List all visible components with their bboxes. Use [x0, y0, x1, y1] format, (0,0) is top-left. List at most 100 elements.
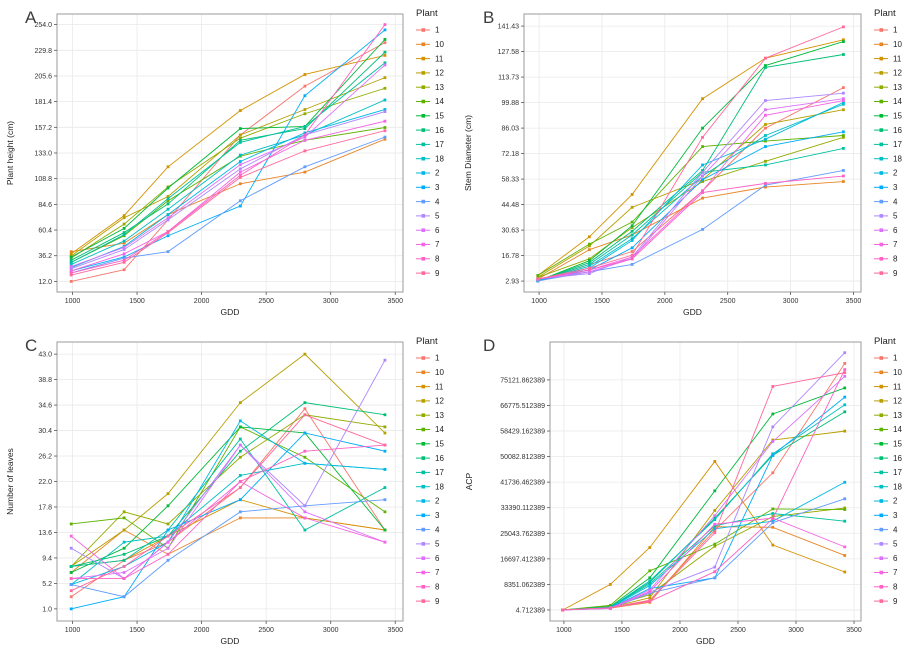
data-point-plant-9 — [122, 565, 126, 568]
data-point-plant-14 — [166, 199, 170, 203]
data-point-plant-17 — [69, 565, 73, 568]
legend-key-point — [421, 99, 426, 104]
y-tick-label: 9.4 — [42, 555, 52, 562]
y-tick-label: 16697.412389 — [500, 556, 545, 563]
legend-label-plant-18: 18 — [893, 482, 902, 491]
data-point-plant-13 — [648, 593, 652, 597]
data-point-plant-9 — [843, 371, 847, 375]
data-point-plant-13 — [587, 257, 591, 261]
panel-c: C 1.0 5.2 9.4 13.6 17.8 22.0 26.2 30.4 34.6 38.8 4… — [0, 328, 458, 657]
y-tick-label: 26.2 — [38, 454, 52, 461]
data-point-plant-9 — [713, 531, 717, 535]
y-tick-label: 12.0 — [38, 279, 52, 286]
data-point-plant-7 — [69, 534, 73, 538]
data-point-plant-8 — [383, 23, 387, 27]
data-point-plant-5 — [122, 248, 126, 251]
data-point-plant-5 — [843, 351, 847, 355]
data-point-plant-14 — [764, 139, 767, 143]
legend-label-plant-7: 7 — [893, 568, 898, 577]
x-tick-label: 2000 — [657, 298, 673, 305]
y-tick-label: 1.0 — [42, 606, 52, 613]
data-point-plant-17 — [630, 233, 634, 237]
data-point-plant-8 — [166, 552, 170, 556]
data-point-plant-18 — [122, 540, 126, 544]
y-tick-label: 16.78 — [501, 253, 519, 260]
data-point-plant-12 — [122, 528, 126, 532]
legend-label-plant-3: 3 — [893, 511, 898, 520]
legend-label-plant-8: 8 — [893, 255, 898, 264]
data-point-plant-17 — [841, 146, 845, 150]
data-point-plant-7 — [701, 189, 704, 193]
x-tick-label: 1000 — [65, 627, 81, 634]
data-point-plant-9 — [771, 385, 775, 388]
data-point-plant-15 — [648, 576, 652, 580]
legend-key-point — [421, 413, 426, 417]
legend-key-point — [421, 484, 426, 489]
data-point-plant-11 — [69, 252, 73, 256]
data-point-plant-7 — [713, 522, 717, 526]
data-point-plant-10 — [701, 196, 704, 200]
data-point-plant-15 — [764, 64, 767, 67]
data-point-plant-10 — [303, 170, 307, 174]
y-tick-label: 58.33 — [501, 177, 519, 184]
data-point-plant-16 — [122, 552, 126, 556]
legend-label-plant-9: 9 — [893, 597, 898, 606]
data-point-plant-3 — [771, 453, 775, 457]
data-point-plant-5 — [764, 99, 767, 102]
data-point-plant-18 — [122, 239, 126, 243]
legend-key-point — [421, 142, 426, 147]
data-point-plant-5 — [841, 91, 845, 95]
x-tick-label: 2500 — [258, 627, 274, 634]
data-point-plant-11 — [608, 582, 612, 586]
data-point-plant-14 — [713, 542, 717, 546]
legend-key-point — [879, 456, 884, 460]
data-point-plant-18 — [587, 264, 591, 268]
y-axis-title: Stem Diameter (cm) — [463, 115, 473, 191]
legend-key-point — [421, 384, 426, 389]
legend-title: Plant — [416, 336, 438, 347]
series-line-plant-4 — [71, 499, 385, 598]
legend-label-plant-11: 11 — [893, 54, 902, 63]
legend-key-point — [879, 585, 884, 589]
data-point-plant-1 — [843, 362, 847, 365]
legend-key-point — [879, 114, 884, 118]
data-point-plant-16 — [587, 261, 591, 264]
x-tick-label: 2000 — [672, 627, 688, 634]
series-line-plant-3 — [71, 29, 386, 272]
data-point-plant-3 — [383, 449, 387, 453]
data-point-plant-5 — [303, 504, 307, 508]
data-point-plant-11 — [303, 73, 307, 76]
data-point-plant-14 — [648, 569, 652, 573]
data-point-plant-14 — [630, 220, 634, 224]
y-tick-label: 5.2 — [42, 581, 52, 588]
data-point-plant-5 — [383, 358, 387, 362]
data-point-plant-16 — [383, 50, 387, 54]
x-axis-title: GDD — [221, 307, 240, 317]
legend-key-point — [421, 42, 426, 47]
data-point-plant-7 — [69, 269, 73, 273]
data-point-plant-15 — [841, 40, 845, 44]
legend-label-plant-17: 17 — [893, 468, 902, 477]
series-line-plant-8 — [71, 444, 385, 579]
data-point-plant-7 — [383, 119, 387, 123]
panel-border — [549, 341, 862, 622]
legend-key-point — [879, 599, 884, 603]
data-point-plant-13 — [303, 112, 307, 116]
data-point-plant-4 — [536, 279, 540, 283]
panel-a: A 12.0 36.2 60.4 84.6 108.8 133.0 157.2 181.4 20… — [0, 0, 458, 328]
data-point-plant-17 — [303, 528, 307, 532]
data-point-plant-15 — [69, 571, 73, 574]
data-point-plant-15 — [166, 186, 170, 190]
y-tick-label: 30.63 — [501, 228, 519, 235]
y-tick-label: 84.6 — [38, 202, 52, 209]
data-point-plant-15 — [238, 425, 242, 429]
data-point-plant-4 — [166, 558, 170, 562]
series-line-plant-13 — [70, 87, 386, 259]
legend-label-plant-3: 3 — [435, 183, 440, 192]
legend-label-plant-3: 3 — [893, 183, 898, 192]
data-point-plant-12 — [764, 123, 767, 126]
legend-label-plant-8: 8 — [435, 583, 440, 592]
data-point-plant-2 — [771, 519, 775, 523]
legend-label-plant-6: 6 — [435, 554, 440, 563]
legend-key-point — [879, 199, 884, 204]
